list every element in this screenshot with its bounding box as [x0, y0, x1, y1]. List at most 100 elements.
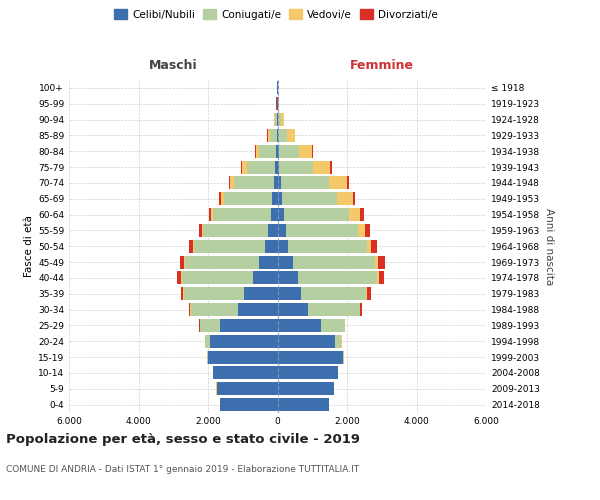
- Bar: [205, 335, 277, 347]
- Bar: [191, 303, 277, 316]
- Bar: [253, 272, 277, 284]
- Bar: [277, 192, 353, 205]
- Bar: [217, 382, 277, 395]
- Bar: [220, 398, 277, 411]
- Bar: [277, 160, 280, 173]
- Bar: [277, 335, 341, 347]
- Bar: [277, 98, 278, 110]
- Bar: [277, 366, 338, 380]
- Bar: [229, 176, 277, 190]
- Bar: [277, 288, 301, 300]
- Bar: [277, 145, 313, 158]
- Bar: [211, 208, 277, 221]
- Bar: [277, 256, 293, 268]
- Bar: [277, 160, 332, 173]
- Bar: [208, 350, 277, 364]
- Bar: [277, 319, 344, 332]
- Bar: [220, 398, 277, 411]
- Text: Maschi: Maschi: [149, 60, 197, 72]
- Bar: [199, 319, 277, 332]
- Bar: [207, 350, 277, 364]
- Text: COMUNE DI ANDRIA - Dati ISTAT 1° gennaio 2019 - Elaborazione TUTTITALIA.IT: COMUNE DI ANDRIA - Dati ISTAT 1° gennaio…: [6, 466, 359, 474]
- Bar: [277, 240, 287, 252]
- Bar: [271, 129, 277, 142]
- Bar: [277, 288, 367, 300]
- Text: Femmine: Femmine: [350, 60, 414, 72]
- Bar: [189, 240, 277, 252]
- Bar: [277, 129, 295, 142]
- Bar: [259, 145, 277, 158]
- Bar: [277, 176, 349, 190]
- Bar: [277, 350, 344, 364]
- Bar: [193, 240, 277, 252]
- Bar: [277, 98, 280, 110]
- Bar: [277, 256, 378, 268]
- Bar: [277, 192, 283, 205]
- Bar: [217, 382, 277, 395]
- Bar: [277, 350, 343, 364]
- Bar: [202, 224, 277, 237]
- Bar: [277, 288, 371, 300]
- Bar: [184, 256, 277, 268]
- Bar: [178, 272, 277, 284]
- Bar: [276, 145, 277, 158]
- Bar: [277, 176, 347, 190]
- Bar: [277, 192, 355, 205]
- Bar: [275, 113, 277, 126]
- Y-axis label: Fasce di età: Fasce di età: [24, 216, 34, 277]
- Bar: [277, 272, 379, 284]
- Bar: [213, 366, 277, 380]
- Bar: [268, 129, 277, 142]
- Bar: [219, 192, 277, 205]
- Bar: [277, 224, 370, 237]
- Bar: [277, 160, 331, 173]
- Bar: [277, 224, 365, 237]
- Bar: [277, 113, 284, 126]
- Bar: [271, 208, 277, 221]
- Bar: [277, 319, 346, 332]
- Bar: [277, 240, 367, 252]
- Bar: [277, 398, 329, 411]
- Bar: [277, 192, 337, 205]
- Bar: [277, 398, 329, 411]
- Bar: [274, 176, 277, 190]
- Bar: [207, 350, 277, 364]
- Bar: [277, 366, 338, 380]
- Bar: [277, 240, 371, 252]
- Bar: [277, 98, 280, 110]
- Bar: [277, 208, 349, 221]
- Bar: [277, 350, 344, 364]
- Bar: [210, 335, 277, 347]
- Bar: [277, 398, 329, 411]
- Bar: [277, 129, 295, 142]
- Bar: [277, 366, 338, 380]
- Bar: [277, 176, 281, 190]
- Bar: [213, 366, 277, 380]
- Bar: [277, 160, 313, 173]
- Bar: [199, 224, 277, 237]
- Bar: [205, 335, 277, 347]
- Bar: [277, 129, 287, 142]
- Bar: [277, 382, 334, 395]
- Bar: [277, 335, 342, 347]
- Bar: [277, 288, 367, 300]
- Bar: [277, 335, 341, 347]
- Bar: [277, 382, 334, 395]
- Bar: [277, 319, 345, 332]
- Bar: [217, 382, 277, 395]
- Bar: [274, 113, 277, 126]
- Bar: [277, 240, 377, 252]
- Bar: [277, 113, 281, 126]
- Bar: [265, 240, 277, 252]
- Bar: [277, 366, 338, 380]
- Bar: [277, 319, 321, 332]
- Text: Popolazione per età, sesso e stato civile - 2019: Popolazione per età, sesso e stato civil…: [6, 432, 360, 446]
- Bar: [220, 319, 277, 332]
- Bar: [200, 319, 277, 332]
- Bar: [221, 192, 277, 205]
- Bar: [220, 398, 277, 411]
- Bar: [230, 176, 277, 190]
- Bar: [181, 272, 277, 284]
- Bar: [275, 160, 277, 173]
- Bar: [200, 319, 277, 332]
